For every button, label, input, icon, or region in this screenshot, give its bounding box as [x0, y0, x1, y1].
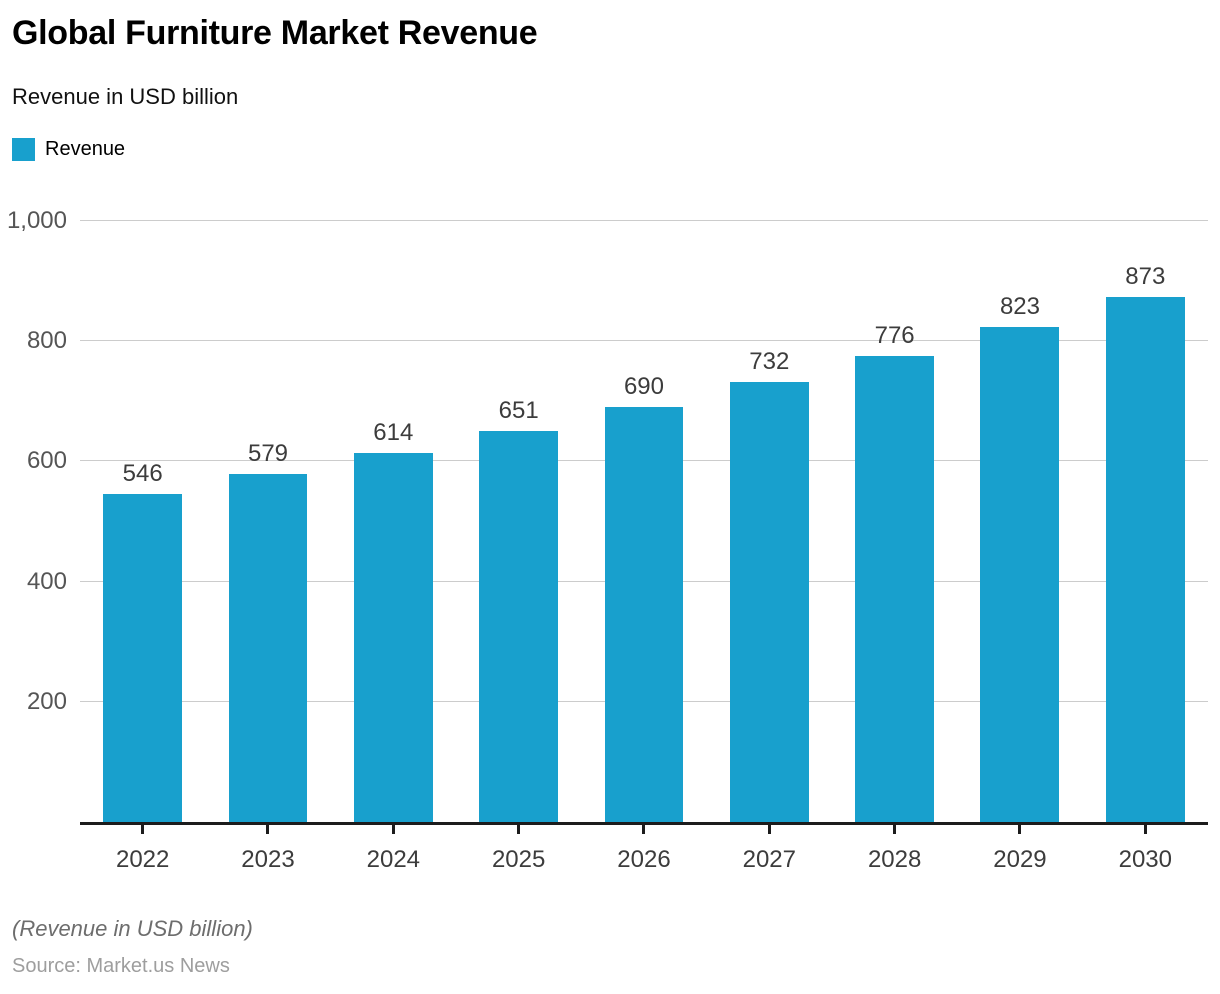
x-axis: 2022 2023 2024 2025 2026 2027 2028 2029 2030 [80, 825, 1208, 874]
bar-2026[interactable] [604, 407, 684, 822]
bar-value-label: 651 [498, 396, 539, 424]
x-axis-cell-2030: 2030 [1083, 825, 1208, 874]
x-axis-tick [141, 825, 145, 834]
legend-label: Revenue [45, 138, 126, 160]
bar-column-2027: 732 [707, 221, 832, 822]
bar-value-label: 732 [749, 348, 790, 376]
legend-item-revenue[interactable]: Revenue [12, 138, 125, 161]
x-axis-tick [1018, 825, 1022, 834]
bar-value-label: 776 [874, 321, 915, 349]
bar-2028[interactable] [855, 355, 935, 822]
x-axis-cell-2027: 2027 [707, 825, 832, 874]
plot-area: 1,000 800 600 400 200 546 579 614 651 690 732 776 8… [7, 207, 1208, 825]
x-axis-label: 2026 [617, 846, 671, 873]
bar-value-label: 614 [373, 419, 414, 446]
x-axis-label: 2025 [491, 846, 546, 873]
x-axis-label: 2028 [867, 846, 922, 873]
bar-2030[interactable] [1105, 297, 1185, 822]
bar-column-2025: 651 [456, 221, 581, 822]
gridline-800: 800 [27, 327, 1208, 354]
bars-container: 546 579 614 651 690 732 776 823 873 [80, 221, 1208, 822]
bar-2023[interactable] [228, 474, 308, 822]
footer-note: (Revenue in USD billion) [12, 916, 253, 941]
bar-value-label: 873 [1125, 263, 1166, 291]
x-axis-label: 2029 [993, 846, 1047, 873]
x-axis-cell-2025: 2025 [456, 825, 581, 874]
y-axis-tick-label: 200 [26, 687, 67, 715]
bar-column-2029: 823 [957, 221, 1082, 822]
bar-column-2026: 690 [581, 221, 706, 822]
chart-title: Global Furniture Market Revenue [12, 14, 538, 52]
x-axis-cell-2029: 2029 [957, 825, 1082, 874]
gridline-1000: 1,000 [7, 207, 1208, 234]
bar-column-2030: 873 [1083, 221, 1208, 822]
x-axis-tick [266, 825, 270, 834]
bar-value-label: 579 [247, 440, 289, 468]
bar-2022[interactable] [103, 493, 183, 822]
bar-2024[interactable] [353, 453, 433, 822]
y-axis-tick-label: 600 [26, 447, 67, 475]
x-axis-label: 2022 [115, 846, 170, 873]
source-text: Source: Market.us News [12, 955, 230, 977]
x-axis-label: 2030 [1118, 846, 1172, 873]
x-axis-cell-2024: 2024 [331, 825, 456, 874]
x-axis-tick [1143, 825, 1147, 834]
x-axis-cell-2028: 2028 [832, 825, 957, 874]
bar-value-label: 823 [999, 293, 1040, 321]
legend-swatch-icon [12, 138, 35, 161]
x-axis-label: 2027 [742, 846, 796, 873]
bar-column-2028: 776 [832, 221, 957, 822]
x-axis-tick [767, 825, 771, 834]
y-axis-tick-label: 1,000 [6, 207, 67, 234]
bar-2025[interactable] [479, 430, 559, 822]
x-axis-tick [642, 825, 646, 834]
y-axis-tick-label: 800 [26, 327, 67, 355]
bar-column-2023: 579 [205, 221, 330, 822]
bar-2029[interactable] [980, 327, 1060, 822]
chart-subtitle: Revenue in USD billion [12, 84, 239, 109]
bar-column-2024: 614 [331, 221, 456, 822]
x-axis-label: 2024 [366, 846, 421, 873]
x-axis-tick [893, 825, 897, 834]
x-axis-cell-2026: 2026 [581, 825, 706, 874]
x-axis-cell-2022: 2022 [80, 825, 205, 874]
x-axis-tick [517, 825, 521, 834]
y-axis-tick-label: 400 [26, 567, 67, 595]
bar-column-2022: 546 [80, 221, 205, 822]
x-axis-tick [391, 825, 395, 834]
x-axis-cell-2023: 2023 [205, 825, 330, 874]
bar-2027[interactable] [729, 382, 809, 822]
bar-value-label: 546 [122, 459, 163, 487]
x-axis-label: 2023 [241, 846, 295, 873]
bar-value-label: 690 [623, 373, 664, 401]
